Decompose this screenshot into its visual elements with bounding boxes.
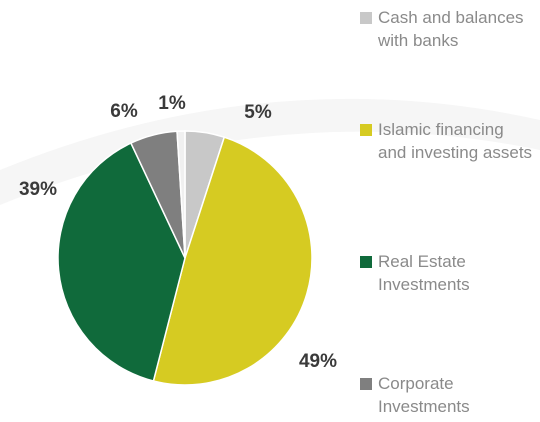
legend-item: Islamic financing and investing assets	[360, 118, 535, 164]
slice-label: 1%	[158, 93, 186, 114]
pie-slice	[152, 136, 313, 386]
legend-label: Real Estate Investments	[378, 252, 470, 294]
legend-swatch	[360, 256, 372, 268]
legend-item: Real Estate Investments	[360, 250, 535, 296]
slice-label: 49%	[299, 351, 337, 372]
legend-swatch	[360, 124, 372, 136]
legend-label: Cash and balances with banks	[378, 8, 524, 50]
background-swoosh	[0, 98, 540, 205]
slice-label: 5%	[244, 102, 272, 123]
slice-label: 6%	[110, 101, 138, 122]
slice-label: 39%	[19, 179, 57, 200]
legend-swatch	[360, 12, 372, 24]
pie-slice	[176, 130, 186, 259]
legend-label: Corporate Investments	[378, 374, 470, 416]
legend-item: Corporate Investments	[360, 372, 535, 418]
legend-item: Cash and balances with banks	[360, 6, 535, 52]
legend-swatch	[360, 378, 372, 390]
legend-label: Islamic financing and investing assets	[378, 120, 533, 162]
pie-slice	[57, 142, 186, 382]
